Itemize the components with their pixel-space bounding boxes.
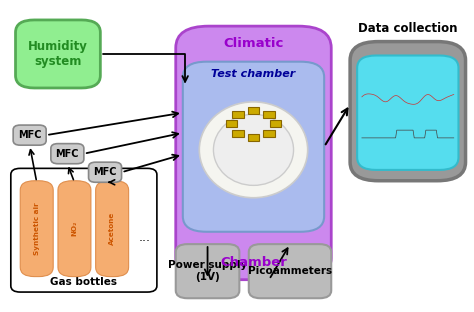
FancyBboxPatch shape bbox=[270, 120, 281, 127]
FancyBboxPatch shape bbox=[16, 20, 100, 88]
Text: MFC: MFC bbox=[93, 167, 117, 177]
FancyBboxPatch shape bbox=[248, 106, 259, 114]
FancyBboxPatch shape bbox=[183, 62, 324, 232]
Text: NO₂: NO₂ bbox=[72, 221, 77, 236]
Text: Gas bottles: Gas bottles bbox=[50, 277, 118, 287]
FancyBboxPatch shape bbox=[350, 41, 465, 181]
FancyBboxPatch shape bbox=[249, 244, 331, 298]
FancyBboxPatch shape bbox=[11, 168, 157, 292]
FancyBboxPatch shape bbox=[20, 181, 53, 277]
FancyBboxPatch shape bbox=[176, 26, 331, 280]
Text: Picoammeters: Picoammeters bbox=[248, 266, 332, 276]
Text: Data collection: Data collection bbox=[358, 22, 457, 35]
FancyBboxPatch shape bbox=[248, 134, 259, 141]
FancyBboxPatch shape bbox=[89, 162, 121, 182]
FancyBboxPatch shape bbox=[357, 56, 458, 170]
FancyBboxPatch shape bbox=[13, 125, 46, 145]
FancyBboxPatch shape bbox=[264, 110, 275, 118]
FancyBboxPatch shape bbox=[176, 244, 239, 298]
FancyBboxPatch shape bbox=[96, 181, 128, 277]
Text: Test chamber: Test chamber bbox=[211, 69, 296, 79]
Ellipse shape bbox=[199, 102, 308, 198]
Text: MFC: MFC bbox=[55, 149, 79, 159]
FancyBboxPatch shape bbox=[51, 144, 84, 164]
Ellipse shape bbox=[213, 114, 293, 185]
FancyBboxPatch shape bbox=[226, 120, 237, 127]
FancyBboxPatch shape bbox=[58, 181, 91, 277]
Text: Chamber: Chamber bbox=[220, 256, 287, 269]
FancyBboxPatch shape bbox=[232, 110, 244, 118]
Text: Power supply
(1V): Power supply (1V) bbox=[168, 261, 247, 282]
Text: MFC: MFC bbox=[18, 130, 41, 140]
Text: Synthetic air: Synthetic air bbox=[34, 202, 40, 255]
Text: Acetone: Acetone bbox=[109, 212, 115, 245]
Text: ...: ... bbox=[139, 232, 151, 244]
FancyBboxPatch shape bbox=[232, 130, 244, 138]
Text: Climatic: Climatic bbox=[223, 37, 283, 50]
FancyBboxPatch shape bbox=[264, 130, 275, 138]
Text: Humidity
system: Humidity system bbox=[28, 40, 88, 68]
